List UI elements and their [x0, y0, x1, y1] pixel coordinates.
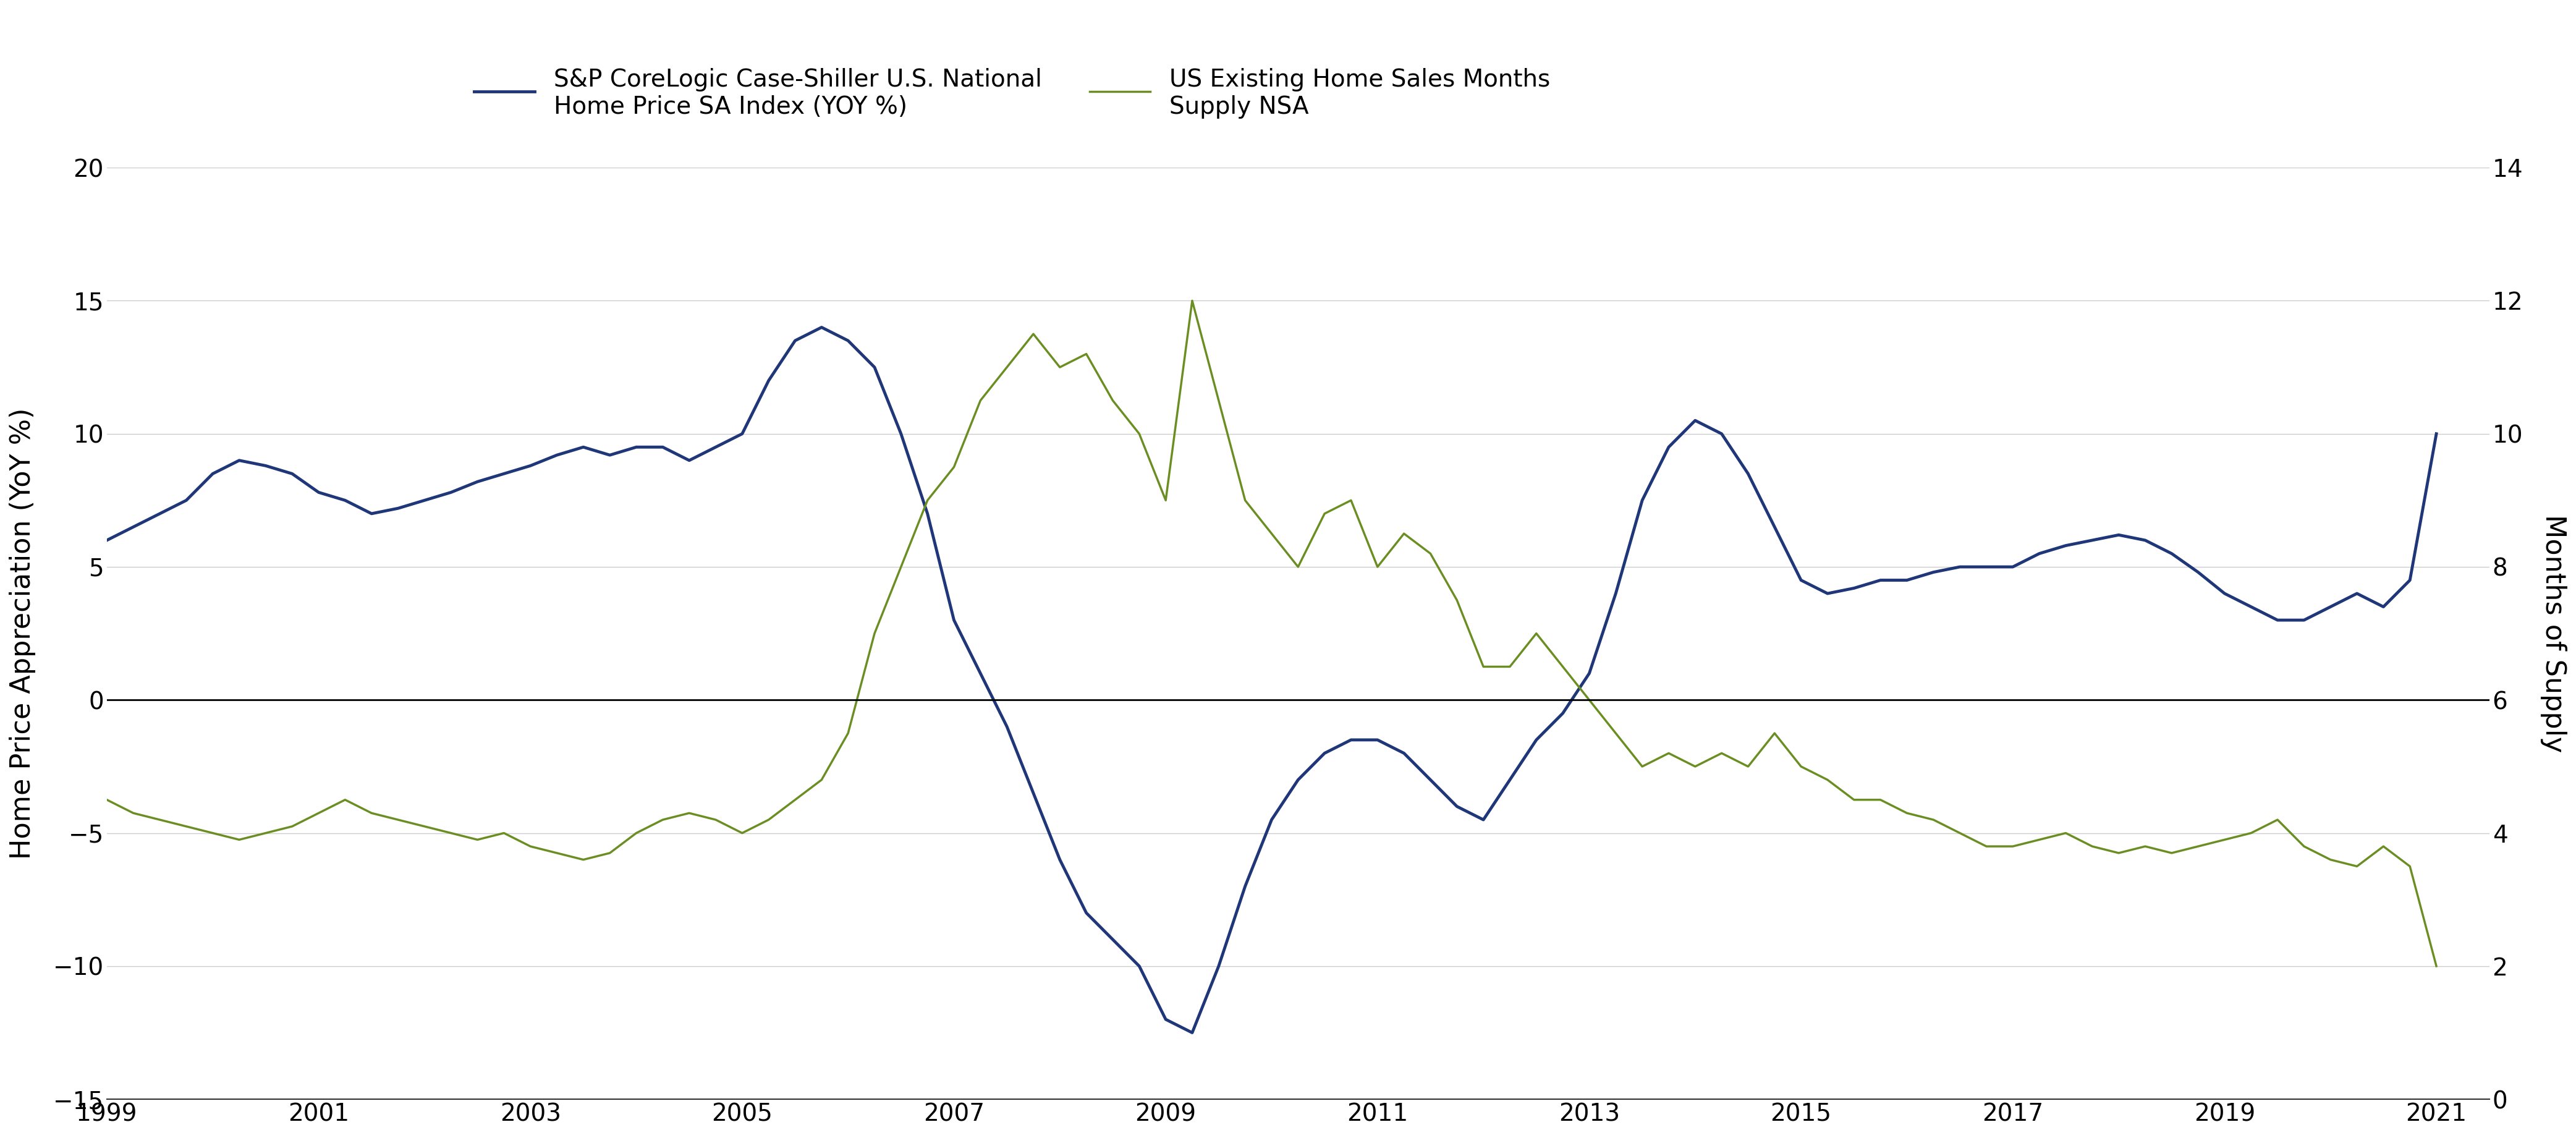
US Existing Home Sales Months
Supply NSA [384, 813, 415, 826]
US Existing Home Sales Months
Supply NSA [992, 361, 1023, 375]
US Existing Home Sales Months
Supply NSA [330, 793, 361, 807]
US Existing Home Sales Months
Supply NSA [1177, 294, 1208, 308]
S&P CoreLogic Case-Shiller U.S. National
Home Price SA Index (YOY %) [806, 320, 837, 334]
Line: S&P CoreLogic Case-Shiller U.S. National
Home Price SA Index (YOY %): S&P CoreLogic Case-Shiller U.S. National… [106, 327, 2437, 1033]
US Existing Home Sales Months
Supply NSA [1309, 507, 1340, 521]
S&P CoreLogic Case-Shiller U.S. National
Home Price SA Index (YOY %) [384, 502, 415, 515]
US Existing Home Sales Months
Supply NSA [567, 852, 598, 866]
S&P CoreLogic Case-Shiller U.S. National
Home Price SA Index (YOY %) [2210, 587, 2241, 600]
S&P CoreLogic Case-Shiller U.S. National
Home Price SA Index (YOY %) [1177, 1026, 1208, 1040]
S&P CoreLogic Case-Shiller U.S. National
Home Price SA Index (YOY %) [2421, 427, 2452, 440]
Legend: S&P CoreLogic Case-Shiller U.S. National
Home Price SA Index (YOY %), US Existin: S&P CoreLogic Case-Shiller U.S. National… [464, 59, 1558, 128]
Y-axis label: Home Price Appreciation (YoY %): Home Price Appreciation (YoY %) [10, 407, 36, 859]
Line: US Existing Home Sales Months
Supply NSA: US Existing Home Sales Months Supply NSA [106, 301, 2437, 966]
S&P CoreLogic Case-Shiller U.S. National
Home Price SA Index (YOY %) [1018, 787, 1048, 800]
S&P CoreLogic Case-Shiller U.S. National
Home Price SA Index (YOY %) [567, 440, 598, 454]
US Existing Home Sales Months
Supply NSA [90, 793, 121, 807]
US Existing Home Sales Months
Supply NSA [2421, 959, 2452, 973]
S&P CoreLogic Case-Shiller U.S. National
Home Price SA Index (YOY %) [330, 494, 361, 507]
Y-axis label: Months of Supply: Months of Supply [2540, 514, 2566, 753]
S&P CoreLogic Case-Shiller U.S. National
Home Price SA Index (YOY %) [1334, 733, 1365, 747]
S&P CoreLogic Case-Shiller U.S. National
Home Price SA Index (YOY %) [90, 533, 121, 547]
US Existing Home Sales Months
Supply NSA [2182, 840, 2213, 854]
